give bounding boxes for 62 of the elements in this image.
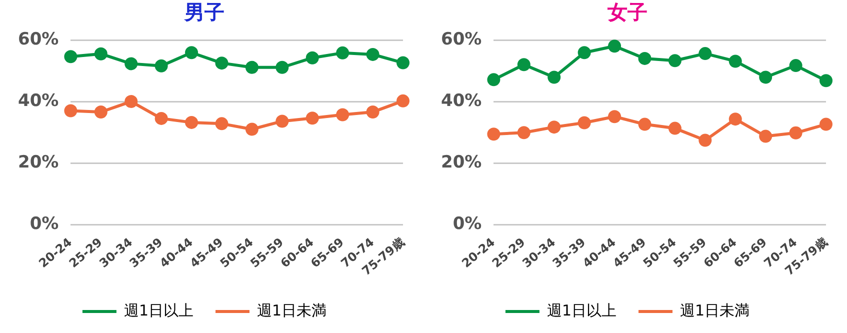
point <box>638 118 652 131</box>
point <box>64 104 78 118</box>
y-tick-label: 20% <box>18 152 59 172</box>
point <box>366 48 380 61</box>
y-tick-label: 60% <box>440 29 482 50</box>
chart-title: 男子 <box>184 0 224 24</box>
point <box>578 116 591 130</box>
point <box>608 110 622 124</box>
point <box>759 130 772 143</box>
point <box>124 57 138 70</box>
point <box>124 95 138 108</box>
point <box>487 73 500 86</box>
point <box>820 118 832 131</box>
point <box>548 120 561 134</box>
legend-label: 週1日以上 <box>124 301 194 320</box>
point <box>306 112 319 125</box>
point <box>668 122 682 135</box>
y-tick-label: 0% <box>30 214 59 234</box>
point <box>185 46 198 60</box>
point <box>245 122 258 136</box>
y-tick-label: 40% <box>440 90 482 111</box>
point <box>245 60 258 74</box>
point <box>517 58 530 72</box>
legend-label: 週1日未満 <box>680 301 750 320</box>
point <box>185 116 198 129</box>
point <box>94 105 108 118</box>
point <box>64 50 78 64</box>
legend-label: 週1日未満 <box>257 301 327 320</box>
point <box>548 70 561 84</box>
y-tick-label: 60% <box>18 29 59 50</box>
point <box>759 70 772 84</box>
point <box>366 105 380 118</box>
point <box>276 114 289 128</box>
point <box>668 54 682 68</box>
chart-title: 女子 <box>606 0 648 24</box>
point <box>820 74 832 88</box>
point <box>336 108 350 122</box>
point <box>154 59 168 72</box>
point <box>698 47 712 60</box>
point <box>215 117 228 130</box>
y-tick-label: 0% <box>452 214 482 234</box>
point <box>578 46 591 60</box>
point <box>94 47 108 60</box>
point <box>728 112 742 126</box>
point <box>789 59 802 72</box>
point <box>517 126 530 140</box>
y-tick-label: 20% <box>440 152 482 172</box>
point <box>306 51 319 64</box>
legend-label: 週1日以上 <box>546 301 617 320</box>
y-tick-label: 40% <box>18 90 59 111</box>
point <box>276 60 289 74</box>
point <box>396 56 410 70</box>
point <box>396 94 410 108</box>
point <box>728 54 742 68</box>
point <box>154 112 168 125</box>
point <box>638 52 652 65</box>
point <box>487 128 500 141</box>
point <box>698 134 712 147</box>
point <box>336 46 350 60</box>
point <box>608 40 622 53</box>
point <box>215 56 228 70</box>
point <box>789 126 802 140</box>
